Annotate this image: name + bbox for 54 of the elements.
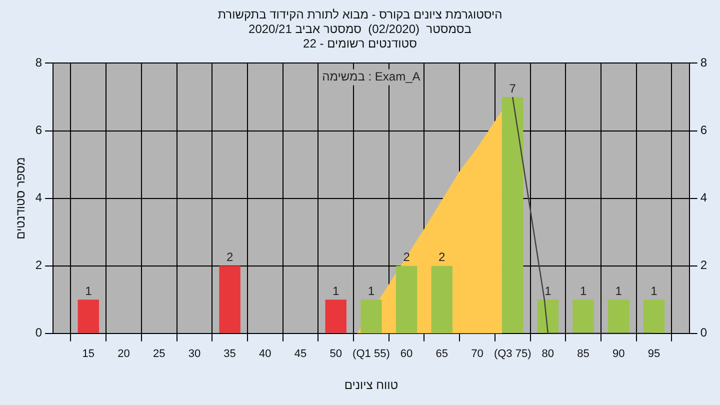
data-label: 2 — [403, 250, 410, 264]
y-tick-label: 0 — [35, 326, 42, 340]
data-label: 2 — [438, 250, 446, 264]
x-tick-label: 50 — [330, 348, 342, 360]
bar — [608, 300, 630, 333]
x-tick-label: 60 — [400, 348, 413, 360]
x-tick-label: 70 — [471, 348, 484, 360]
data-label: 1 — [580, 284, 587, 298]
y2-tick-label: 2 — [700, 258, 708, 272]
bar — [572, 300, 594, 333]
x-tick-label: 80 — [542, 348, 554, 360]
x-tick-label: 40 — [259, 348, 272, 360]
x-tick-label: 45 — [294, 348, 307, 360]
y2-tick-label: 8 — [700, 56, 708, 70]
chart-title: היסטוגרמת ציונים בקורס - מבוא לתורת הקידוד בתקשורת — [218, 8, 502, 22]
data-label: 1 — [544, 284, 552, 298]
annotation: במשימה : Exam_A — [322, 70, 420, 84]
chart-subtitle: בסמסטר (02/2020) סמסטר אביב 2020/21 סטודנטים רשומים - 22 — [248, 22, 472, 50]
x-tick-label: 85 — [577, 348, 590, 360]
y-tick-label: 8 — [35, 56, 42, 70]
bar — [396, 266, 418, 333]
bar — [502, 96, 524, 333]
data-label: 2 — [226, 250, 234, 264]
x-tick-label: 35 — [224, 348, 236, 360]
data-label: 1 — [615, 284, 622, 298]
x-tick-label: 90 — [612, 348, 625, 360]
y2-tick-label: 6 — [700, 123, 708, 138]
bar — [360, 300, 382, 333]
data-label: 1 — [332, 284, 340, 298]
y-tick-label: 4 — [35, 190, 42, 205]
bar — [325, 300, 346, 333]
x-tick-label: 30 — [188, 348, 201, 360]
x-tick-label: 20 — [118, 348, 130, 360]
x-tick-label: 95 — [648, 348, 660, 360]
x-tick-label: 15 — [82, 348, 95, 360]
bar — [431, 266, 452, 333]
x-tick-label: (Q1 55) — [352, 348, 390, 360]
bar — [537, 300, 559, 333]
y-tick-label: 2 — [35, 258, 42, 272]
x-tick-label: 65 — [436, 348, 448, 360]
bar — [643, 300, 665, 333]
data-label: 7 — [509, 81, 516, 96]
x-axis-title: טווח ציונים — [344, 378, 398, 392]
data-label: 1 — [650, 284, 658, 298]
y-axis-title: מספר סטודנטים — [14, 157, 28, 240]
data-label: 1 — [368, 284, 375, 298]
data-label: 1 — [85, 284, 92, 298]
x-tick-label: (Q3 75) — [494, 348, 532, 360]
y2-tick-label: 4 — [700, 190, 708, 205]
bar — [219, 266, 240, 333]
y-tick-label: 6 — [35, 123, 42, 138]
y2-tick-label: 0 — [700, 326, 708, 340]
bar — [78, 300, 100, 333]
x-tick-label: 25 — [152, 348, 166, 360]
